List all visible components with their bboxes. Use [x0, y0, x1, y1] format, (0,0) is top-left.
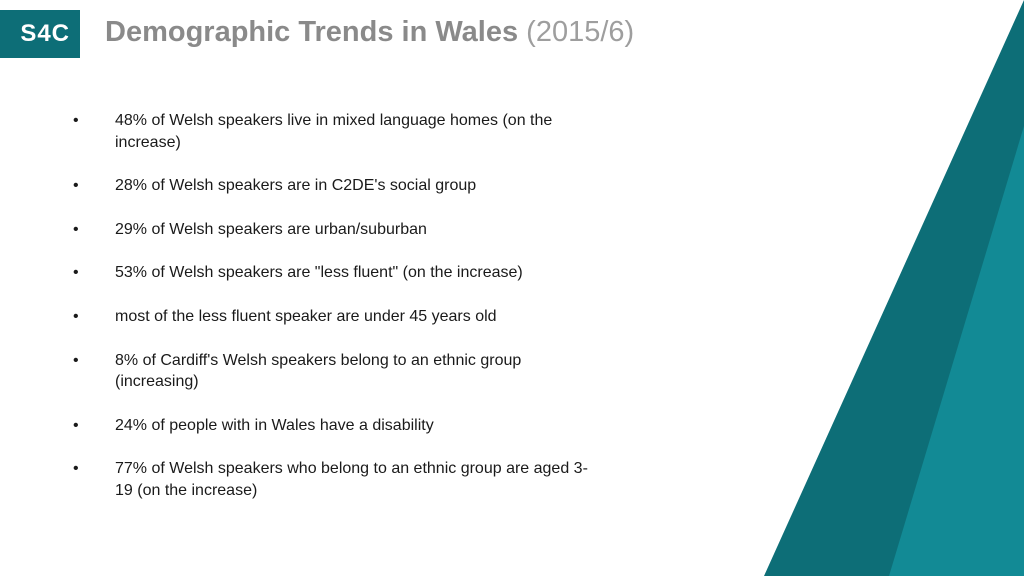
bullet-text: 29% of Welsh speakers are urban/suburban: [115, 221, 427, 238]
bullet-text: 77% of Welsh speakers who belong to an e…: [115, 460, 588, 499]
list-item: 48% of Welsh speakers live in mixed lang…: [65, 110, 605, 153]
s4c-logo: S4C: [0, 10, 80, 58]
logo-text: S4C: [20, 20, 70, 48]
list-item: 53% of Welsh speakers are "less fluent" …: [65, 262, 605, 284]
list-item: 29% of Welsh speakers are urban/suburban: [65, 219, 605, 241]
list-item: 8% of Cardiff's Welsh speakers belong to…: [65, 350, 605, 393]
slide-title: Demographic Trends in Wales (2015/6): [105, 16, 634, 49]
bullet-text: 53% of Welsh speakers are "less fluent" …: [115, 264, 523, 281]
list-item: most of the less fluent speaker are unde…: [65, 306, 605, 328]
bullet-text: 28% of Welsh speakers are in C2DE's soci…: [115, 177, 476, 194]
bullet-text: 48% of Welsh speakers live in mixed lang…: [115, 112, 552, 151]
bullet-text: 8% of Cardiff's Welsh speakers belong to…: [115, 352, 521, 391]
list-item: 28% of Welsh speakers are in C2DE's soci…: [65, 175, 605, 197]
list-item: 77% of Welsh speakers who belong to an e…: [65, 458, 605, 501]
bullet-list: 48% of Welsh speakers live in mixed lang…: [65, 110, 605, 524]
list-item: 24% of people with in Wales have a disab…: [65, 415, 605, 437]
bullet-text: 24% of people with in Wales have a disab…: [115, 417, 434, 434]
slide: S4C Demographic Trends in Wales (2015/6)…: [0, 0, 1024, 576]
bullet-text: most of the less fluent speaker are unde…: [115, 308, 497, 325]
title-suffix: (2015/6): [526, 16, 634, 48]
accent-triangle-inner: [889, 126, 1024, 576]
title-main: Demographic Trends in Wales: [105, 16, 518, 48]
